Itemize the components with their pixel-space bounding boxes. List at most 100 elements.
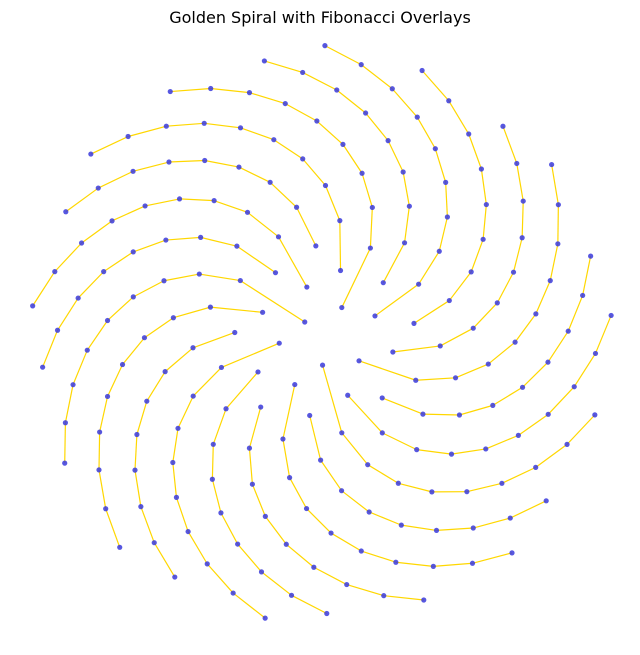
fibonacci-line xyxy=(582,256,592,296)
spiral-point xyxy=(549,161,555,168)
fibonacci-line xyxy=(81,220,113,244)
fibonacci-line xyxy=(445,182,448,218)
fibonacci-line xyxy=(72,349,88,385)
spiral-point xyxy=(117,544,123,550)
fibonacci-line xyxy=(64,384,74,423)
spiral-point xyxy=(401,240,408,246)
spiral-point xyxy=(322,182,329,189)
fibonacci-line xyxy=(358,360,416,381)
fibonacci-line xyxy=(567,295,584,332)
fibonacci-line xyxy=(369,207,373,249)
fibonacci-line xyxy=(341,490,370,513)
spiral-point xyxy=(464,489,470,495)
fibonacci-line xyxy=(284,103,318,122)
spiral-point xyxy=(446,297,452,304)
spiral-point xyxy=(96,467,102,473)
spiral-point xyxy=(366,509,372,515)
spiral-point xyxy=(369,204,375,211)
fibonacci-line xyxy=(164,347,194,373)
spiral-point xyxy=(211,198,217,204)
spiral-point xyxy=(130,249,136,255)
spiral-point xyxy=(470,525,476,531)
spiral-point xyxy=(62,420,68,426)
fibonacci-line xyxy=(547,386,575,415)
spiral-point xyxy=(547,278,553,284)
fibonacci-line xyxy=(313,566,347,586)
spiral-point xyxy=(276,340,282,346)
spiral-point xyxy=(571,384,577,390)
fibonacci-line xyxy=(106,364,124,397)
spiral-point xyxy=(75,295,81,301)
spiral-point xyxy=(400,169,406,175)
spiral-point xyxy=(234,243,240,249)
spiral-point xyxy=(339,430,345,436)
fibonacci-line xyxy=(346,583,384,597)
fibonacci-line xyxy=(212,408,227,445)
fibonacci-line xyxy=(133,280,165,298)
spiral-point xyxy=(162,369,168,375)
spiral-point xyxy=(207,304,214,310)
spiral-point xyxy=(519,384,526,390)
fibonacci-line xyxy=(514,313,537,343)
fibonacci-line xyxy=(433,562,473,567)
spiral-point xyxy=(104,317,111,324)
spiral-point xyxy=(500,123,506,129)
fibonacci-line xyxy=(330,532,362,552)
fibonacci-line xyxy=(342,144,363,174)
spiral-point xyxy=(494,300,500,306)
spiral-point xyxy=(170,315,176,321)
fibonacci-line xyxy=(501,466,536,484)
spiral-point xyxy=(555,241,561,247)
fibonacci-line xyxy=(86,320,109,351)
spiral-point xyxy=(141,335,148,341)
fibonacci-line xyxy=(232,592,266,619)
fibonacci-line xyxy=(448,271,472,301)
spiral-point xyxy=(244,209,251,215)
fibonacci-line xyxy=(136,400,148,435)
fibonacci-line xyxy=(439,327,474,347)
spiral-point xyxy=(499,480,505,486)
spiral-point xyxy=(109,218,115,224)
fibonacci-line xyxy=(391,88,418,118)
fibonacci-line xyxy=(306,508,332,534)
spiral-point xyxy=(218,510,224,516)
fibonacci-line xyxy=(249,92,286,105)
fibonacci-line xyxy=(172,428,179,463)
spiral-point xyxy=(172,574,178,580)
fibonacci-line xyxy=(175,497,189,532)
fibonacci-line xyxy=(316,120,344,145)
fibonacci-line xyxy=(521,201,524,238)
spiral-point xyxy=(262,513,268,519)
spiral-point xyxy=(318,457,324,463)
spiral-point xyxy=(103,506,109,512)
fibonacci-line xyxy=(339,220,342,271)
fibonacci-line xyxy=(146,371,166,402)
fibonacci-line xyxy=(402,171,410,207)
fibonacci-line xyxy=(482,204,487,240)
spiral-point xyxy=(468,269,474,275)
spiral-point xyxy=(592,412,598,418)
spiral-point xyxy=(437,343,443,349)
spiral-point xyxy=(485,361,491,367)
fibonacci-line xyxy=(470,239,484,273)
fibonacci-line xyxy=(240,127,275,141)
fibonacci-line xyxy=(321,364,343,433)
spiral-point xyxy=(395,480,401,486)
spiral-point xyxy=(390,349,396,355)
fibonacci-line xyxy=(187,531,208,565)
spiral-point xyxy=(151,540,157,546)
spiral-point xyxy=(208,85,214,92)
spiral-point xyxy=(414,447,420,453)
spiral-point xyxy=(363,110,369,116)
fibonacci-line xyxy=(166,122,205,127)
spiral-point xyxy=(393,559,399,565)
spiral-point xyxy=(84,347,90,353)
fibonacci-line xyxy=(549,243,559,281)
fibonacci-line xyxy=(103,251,134,273)
spiral-point xyxy=(430,563,436,569)
spiral-point xyxy=(190,393,196,399)
spiral-point xyxy=(337,267,344,274)
spiral-point xyxy=(419,67,425,74)
spiral-point xyxy=(520,198,526,204)
spiral-point xyxy=(40,364,46,370)
